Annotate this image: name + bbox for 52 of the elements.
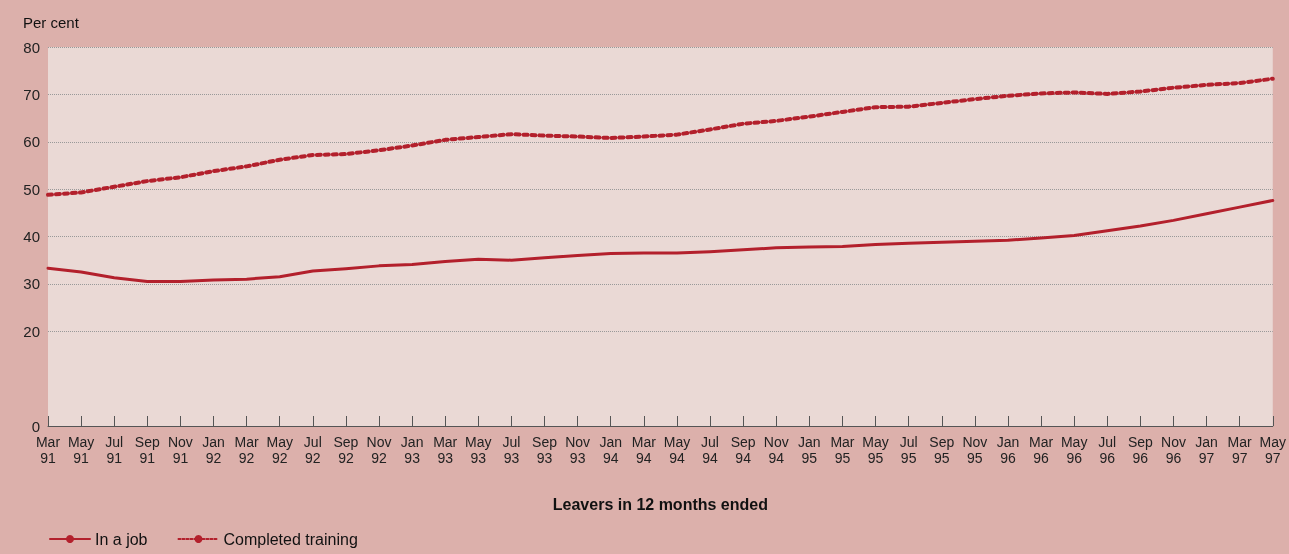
x-tick-label: Jan 93 [400,434,424,466]
x-tick-label: Nov 93 [565,434,591,466]
x-tick-label: May 96 [1060,434,1088,466]
y-axis-title: Per cent [23,14,80,31]
x-tick-label: Mar 91 [35,434,61,466]
x-tick-label: May 91 [67,434,95,466]
x-tick-label: Jul 92 [303,434,322,466]
x-tick-label: May 95 [862,434,889,466]
x-tick-label: Nov 95 [962,434,988,466]
y-tick-label: 0 [31,417,40,435]
x-tick-label: Jan 94 [599,434,623,466]
x-tick-label: Nov 92 [366,434,392,466]
x-tick-label: Mar 93 [433,434,458,466]
x-tick-label: Mar 95 [830,434,855,466]
x-tick-label: Jul 91 [105,434,124,466]
y-tick-label: 20 [23,322,40,340]
y-tick-label: 60 [23,133,40,151]
x-tick-label: Jan 96 [996,434,1020,466]
x-tick-label: Sep 96 [1127,434,1154,466]
x-tick-label: Mar 94 [631,434,657,466]
x-tick-label: Jul 94 [701,434,719,466]
x-axis-title: Leavers in 12 months ended [552,495,768,513]
x-tick-label: Mar 97 [1227,434,1253,466]
x-tick-label: May 94 [663,434,691,466]
y-tick-label: 30 [23,275,40,293]
x-tick-label: Sep 91 [134,434,160,466]
x-tick-label: Sep 95 [929,434,955,466]
y-tick-label: 50 [23,180,40,198]
x-tick-label: Jul 93 [502,434,521,466]
x-tick-label: Nov 96 [1161,434,1186,466]
y-tick-label: 70 [23,85,40,103]
x-tick-label: Jul 95 [899,434,918,466]
x-tick-label: Jan 97 [1195,434,1218,466]
line-series [46,199,1275,284]
line-series [46,76,1275,197]
x-tick-label: Nov 91 [167,434,193,466]
x-tick-label: May 97 [1259,434,1286,466]
x-tick-label: May 93 [465,434,492,466]
x-tick-label: Sep 92 [333,434,359,466]
x-tick-label: Sep 94 [730,434,756,466]
x-tick-label: Jan 95 [798,434,821,466]
legend-label: In a job [95,530,148,548]
y-tick-label: 80 [23,38,40,56]
x-tick-label: May 92 [266,434,293,466]
x-tick-label: Nov 94 [763,434,789,466]
x-tick-label: Sep 93 [532,434,558,466]
x-tick-label: Mar 92 [234,434,259,466]
x-tick-label: Mar 96 [1029,434,1054,466]
legend-label: Completed training [223,530,358,548]
y-tick-label: 40 [23,228,40,245]
x-tick-label: Jan 92 [202,434,225,466]
x-tick-label: Jul 96 [1098,434,1117,466]
